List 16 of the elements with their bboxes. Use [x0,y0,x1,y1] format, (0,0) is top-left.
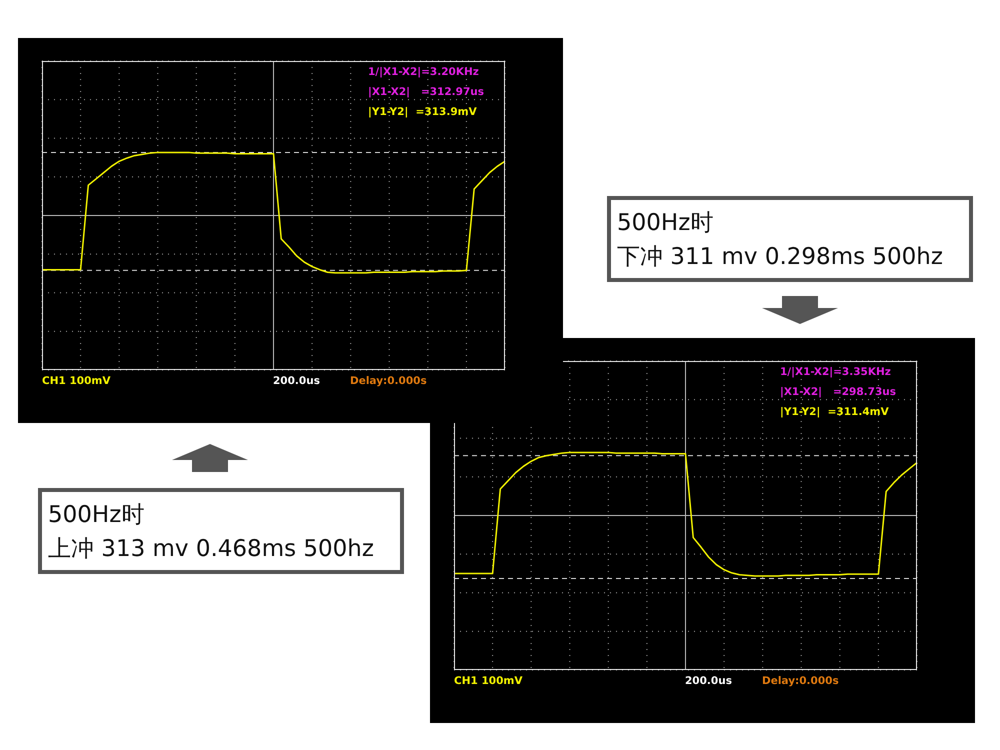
text: 200.0us [685,675,732,688]
text: Delay:0.000s [762,675,839,688]
text: 上冲 313 mv 0.468ms 500hz [48,535,375,564]
text: 500Hz时 [48,501,146,530]
text: 1/|X1-X2|=3.20KHz [368,66,479,79]
text: CH1 100mV [42,375,110,388]
text: |Y1-Y2| =313.9mV [368,106,477,119]
text: 200.0us [273,375,320,388]
chart-title: 500Hz时 [617,209,714,238]
text: |X1-X2| =312.97us [368,86,484,99]
chart-subtitle: 下冲 311 mv 0.298ms 500hz [617,243,944,272]
text: 1/|X1-X2|=3.35KHz [780,366,891,379]
text: |Y1-Y2| =311.4mV [780,406,889,419]
text: |X1-X2| =298.73us [780,386,896,399]
text: CH1 100mV [454,675,522,688]
text: Delay:0.000s [350,375,427,388]
